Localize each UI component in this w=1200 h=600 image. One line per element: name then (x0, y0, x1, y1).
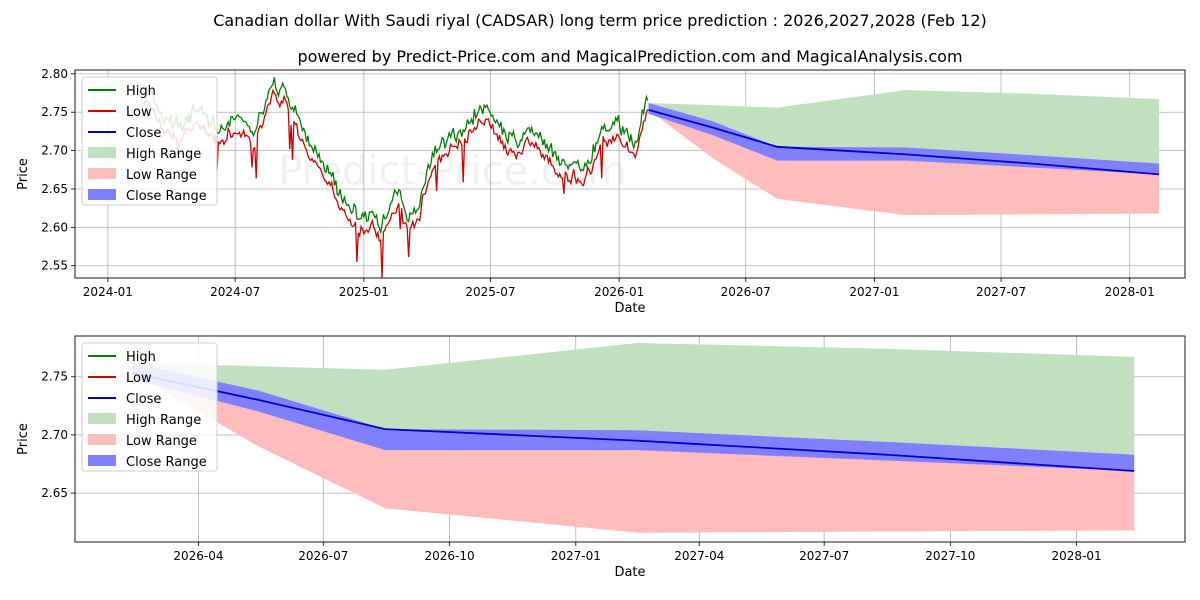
x-tick-label: 2024-01 (83, 285, 133, 299)
y-tick-label: 2.60 (41, 220, 68, 234)
legend-label: High (126, 350, 156, 365)
x-tick-label: 2024-07 (210, 285, 260, 299)
legend-label: Low (126, 371, 152, 386)
top-panel: 2024-01 2024-07 2025-01 2025-07 2026-01 2026-… (16, 67, 1186, 316)
legend-label: Low (126, 105, 152, 120)
y-tick-label: 2.55 (41, 259, 68, 273)
y-tick-label: 2.75 (41, 370, 68, 384)
chart-subtitle: powered by Predict-Price.com and Magical… (297, 47, 962, 66)
y-axis-label: Price (16, 158, 31, 190)
low-range-area (648, 109, 1160, 216)
x-tick-label: 2026-07 (298, 549, 348, 563)
legend-label: Low Range (126, 168, 197, 183)
legend-swatch-patch (88, 413, 116, 424)
x-axis-label: Date (614, 301, 645, 316)
x-tick-label: 2025-07 (465, 285, 515, 299)
x-tick-label: 2026-07 (721, 285, 771, 299)
bottom-panel: 2026-04 2026-07 2026-10 2027-01 2027-04 2027-… (16, 335, 1186, 580)
legend-label: Close (126, 126, 161, 141)
legend-swatch-patch (88, 189, 116, 200)
y-tick-label: 2.80 (41, 67, 68, 81)
low-series-line (142, 88, 649, 278)
x-tick-label: 2026-01 (594, 285, 644, 299)
y-tick-label: 2.65 (41, 182, 68, 196)
y-axis-label: Price (16, 423, 31, 455)
x-tick-label: 2027-01 (551, 549, 601, 563)
legend-label: High (126, 84, 156, 99)
series-layer (132, 343, 1135, 533)
close-range-area (132, 362, 1135, 471)
legend-swatch-patch (88, 434, 116, 445)
y-tick-label: 2.70 (41, 144, 68, 158)
legend-label: High Range (126, 413, 201, 428)
legend: High Low Close High Range Low Range Close Ran… (81, 76, 218, 206)
x-tick-label: 2025-01 (339, 285, 389, 299)
legend-swatch-patch (88, 455, 116, 466)
x-tick-label: 2027-04 (674, 549, 724, 563)
legend-label: Close (126, 392, 161, 407)
close-range-area (648, 103, 1160, 175)
high-series-line (142, 77, 649, 234)
x-tick-label: 2027-07 (976, 285, 1026, 299)
x-tick-label: 2027-07 (799, 549, 849, 563)
high-range-area (132, 343, 1135, 471)
y-tick-label: 2.70 (41, 428, 68, 442)
plot-frame (74, 335, 1186, 543)
legend-swatch-patch (88, 168, 116, 179)
legend-label: Low Range (126, 434, 197, 449)
x-axis-label: Date (614, 565, 645, 580)
legend-label: High Range (126, 147, 201, 162)
close-series-line (648, 109, 1160, 176)
close-series-line (132, 372, 1135, 472)
y-tick-label: 2.65 (41, 486, 68, 500)
plot-frame (74, 69, 1186, 279)
low-range-area (132, 373, 1135, 533)
x-tick-label: 2026-10 (425, 549, 475, 563)
x-tick-label: 2028-01 (1052, 549, 1102, 563)
x-tick-label: 2027-10 (925, 549, 975, 563)
legend-swatch-patch (88, 147, 116, 158)
x-tick-label: 2026-04 (173, 549, 223, 563)
chart-title: Canadian dollar With Saudi riyal (CADSAR… (213, 11, 987, 30)
legend-label: Close Range (126, 189, 207, 204)
high-range-area (648, 90, 1160, 175)
x-tick-label: 2028-01 (1105, 285, 1155, 299)
x-tick-label: 2027-01 (849, 285, 899, 299)
y-tick-label: 2.75 (41, 105, 68, 119)
series-layer (142, 77, 1160, 278)
legend-label: Close Range (126, 455, 207, 470)
legend: High Low Close High Range Low Range Close Ran… (81, 342, 218, 472)
